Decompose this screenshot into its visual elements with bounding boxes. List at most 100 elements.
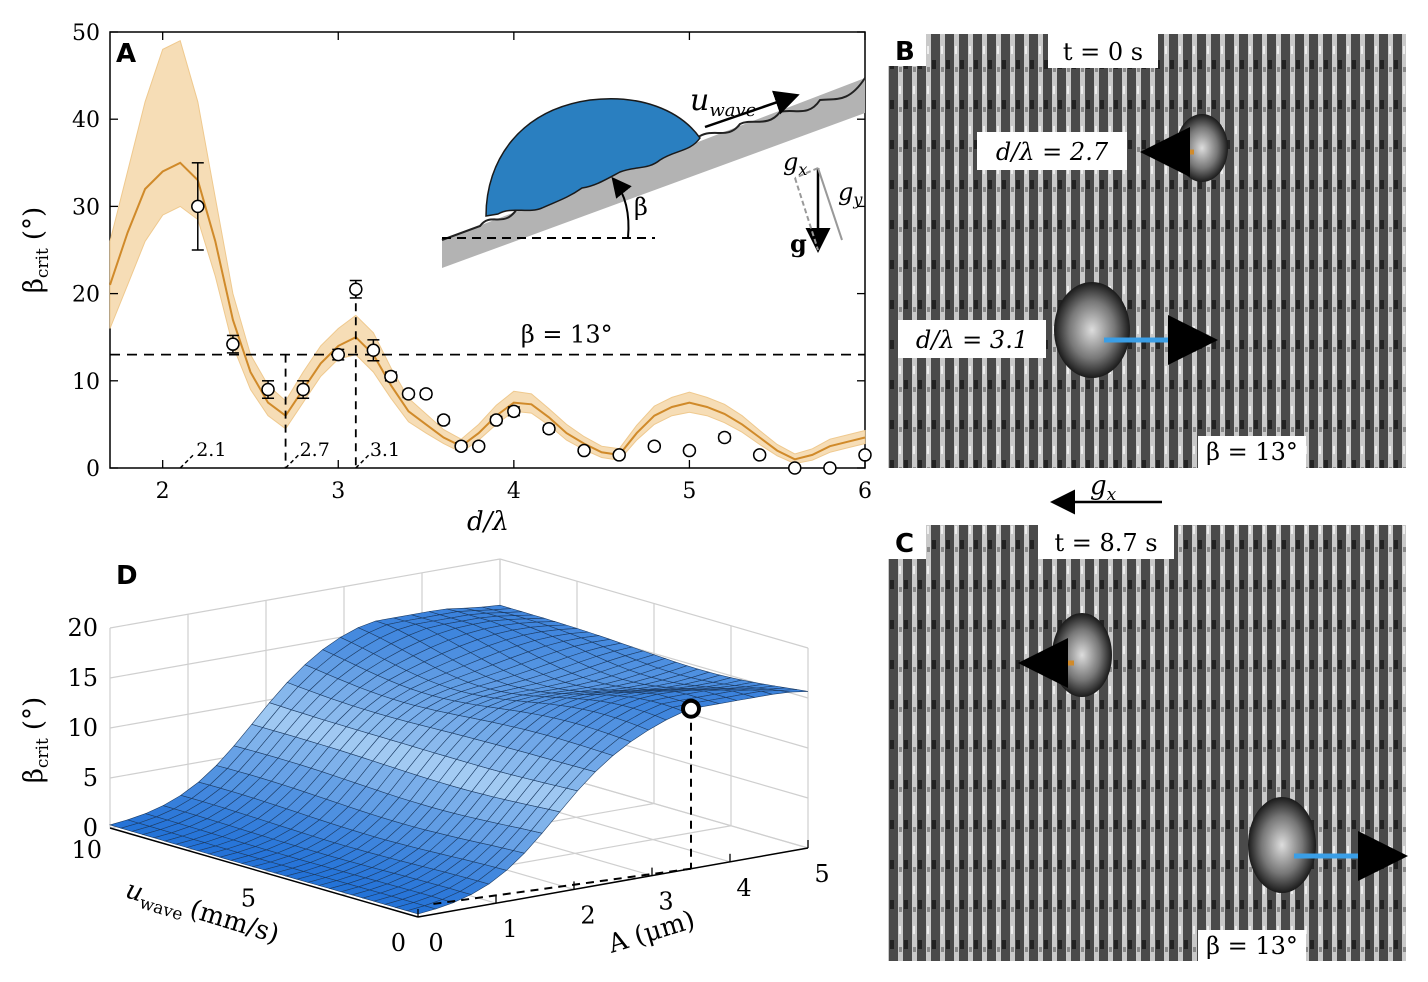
a-tick-label: 1 <box>502 915 517 943</box>
beta-label-b: β = 13° <box>1206 438 1298 466</box>
data-point <box>366 343 381 358</box>
u-tick-label: 0 <box>391 929 406 957</box>
time-label-b: t = 0 s <box>1063 38 1143 66</box>
data-point <box>858 448 872 462</box>
y-label-main: β <box>19 278 49 293</box>
z-label-sub: crit <box>33 738 53 768</box>
time-box-b <box>1048 34 1158 68</box>
panel-b-photo: B t = 0 s d/λ = 2.7 d/λ = 3.1 β = 13° <box>888 34 1406 468</box>
data-point <box>331 347 346 362</box>
panel-label-c: C <box>895 529 914 559</box>
a-tick-label: 3 <box>658 888 673 916</box>
u-axis-label-d: uwave(mm/s) <box>121 875 283 954</box>
drop2-label: d/λ = 3.1 <box>916 326 1028 354</box>
data-point <box>419 387 433 401</box>
gx-component <box>794 167 819 179</box>
droplet-large-c <box>1248 797 1316 893</box>
x-tick-label: 4 <box>507 479 521 504</box>
y-tick-label: 0 <box>86 457 100 482</box>
a-label: A (μm) <box>604 905 699 960</box>
surface-marker <box>432 698 701 905</box>
data-point <box>752 448 767 462</box>
data-point <box>542 422 556 436</box>
wave-arrow <box>704 90 800 129</box>
gx-arrow-sub: x <box>1107 485 1117 505</box>
diag-marker-label: 2.1 <box>196 439 226 461</box>
beta-box-c <box>1198 930 1306 961</box>
droplet-small-b <box>1176 114 1228 182</box>
panel-label-a: A <box>116 39 136 69</box>
u-label-unit: (mm/s) <box>186 894 282 950</box>
a-axis-line <box>417 847 809 918</box>
gx-inset-main: g <box>783 148 798 176</box>
axis-ticks-d: 0 5 10 15 20 0 1 2 3 4 5 0 5 10 <box>67 614 829 957</box>
wave-label: uwave <box>690 83 756 121</box>
axis-ticks-a: 2 3 4 5 6 0 10 20 30 40 50 <box>72 21 872 504</box>
data-point <box>349 282 363 296</box>
uncertainty-band <box>109 39 866 465</box>
z-label-unit: (°) <box>19 697 49 730</box>
z-tick-label: 20 <box>67 614 98 642</box>
panel-d-surface: 0 5 10 15 20 0 1 2 3 4 5 0 5 10 D βcrit (°) uwave(mm/s… <box>19 558 830 960</box>
surface-mesh <box>108 604 809 915</box>
panel-label-box-c <box>888 525 926 559</box>
beta-box-b <box>1198 436 1306 468</box>
panel-label-d: D <box>116 561 138 591</box>
panel-c-photo: C t = 8.7 s β = 13° <box>888 525 1408 961</box>
time-label-c: t = 8.7 s <box>1054 529 1157 557</box>
a-tick-label: 2 <box>580 901 595 929</box>
model-line-path <box>109 161 866 461</box>
a-tick-label: 4 <box>736 874 751 902</box>
beta-label-c: β = 13° <box>1206 932 1298 960</box>
gx-arrow-label: gx <box>1090 471 1117 505</box>
wave-label-sub: wave <box>709 100 756 121</box>
droplet-small-c <box>1052 613 1112 697</box>
svg-text:uwave(mm/s): uwave(mm/s) <box>121 875 283 954</box>
vline-label-2.7: 2.7 <box>300 439 330 461</box>
marker-point <box>681 698 701 719</box>
y-tick-label: 20 <box>72 283 100 308</box>
z-tick-label: 0 <box>83 814 98 842</box>
gy-inset-sub: y <box>852 190 863 209</box>
z-tick-label: 10 <box>67 714 98 742</box>
uncertainty-band-area <box>109 39 866 465</box>
z-axis-label-d: βcrit (°) <box>19 697 53 783</box>
x-tick-label: 3 <box>331 479 345 504</box>
photo-c-background <box>888 525 1406 961</box>
vline-label-3.1: 3.1 <box>370 439 400 461</box>
data-point <box>788 461 802 475</box>
data-point <box>577 443 591 458</box>
data-point <box>682 443 697 458</box>
z-tick-label: 15 <box>67 664 98 692</box>
marker-floor-line <box>432 867 692 905</box>
y-tick-label: 10 <box>72 370 100 395</box>
data-point <box>454 439 468 453</box>
droplet-large-b <box>1054 282 1130 378</box>
gy-component <box>817 167 843 241</box>
y-tick-label: 50 <box>72 21 100 46</box>
data-point <box>489 413 504 427</box>
a-tick-label: 0 <box>428 929 443 957</box>
z-tick-label: 5 <box>83 764 98 792</box>
x-tick-label: 6 <box>858 479 872 504</box>
diag-marker-line <box>179 453 195 469</box>
photo-b-background <box>888 34 1406 468</box>
x-tick-label: 2 <box>156 479 170 504</box>
y-tick-label: 40 <box>72 108 100 133</box>
gx-inset-label: gx <box>783 148 807 179</box>
y-label-sub: crit <box>33 248 53 278</box>
data-point <box>261 382 275 397</box>
data-point <box>507 404 521 419</box>
z-label-main: β <box>19 768 49 783</box>
surface-cell <box>779 689 809 693</box>
a-axis-label-d: A (μm) <box>604 905 699 960</box>
gy-dashed <box>794 177 819 251</box>
vline-diag-3.1 <box>355 453 371 469</box>
drop2-box <box>898 320 1046 358</box>
data-point <box>226 337 240 351</box>
measured-points <box>191 162 872 475</box>
beta-13-label: β = 13° <box>521 321 613 349</box>
data-point <box>191 199 205 214</box>
substrate <box>442 78 865 268</box>
